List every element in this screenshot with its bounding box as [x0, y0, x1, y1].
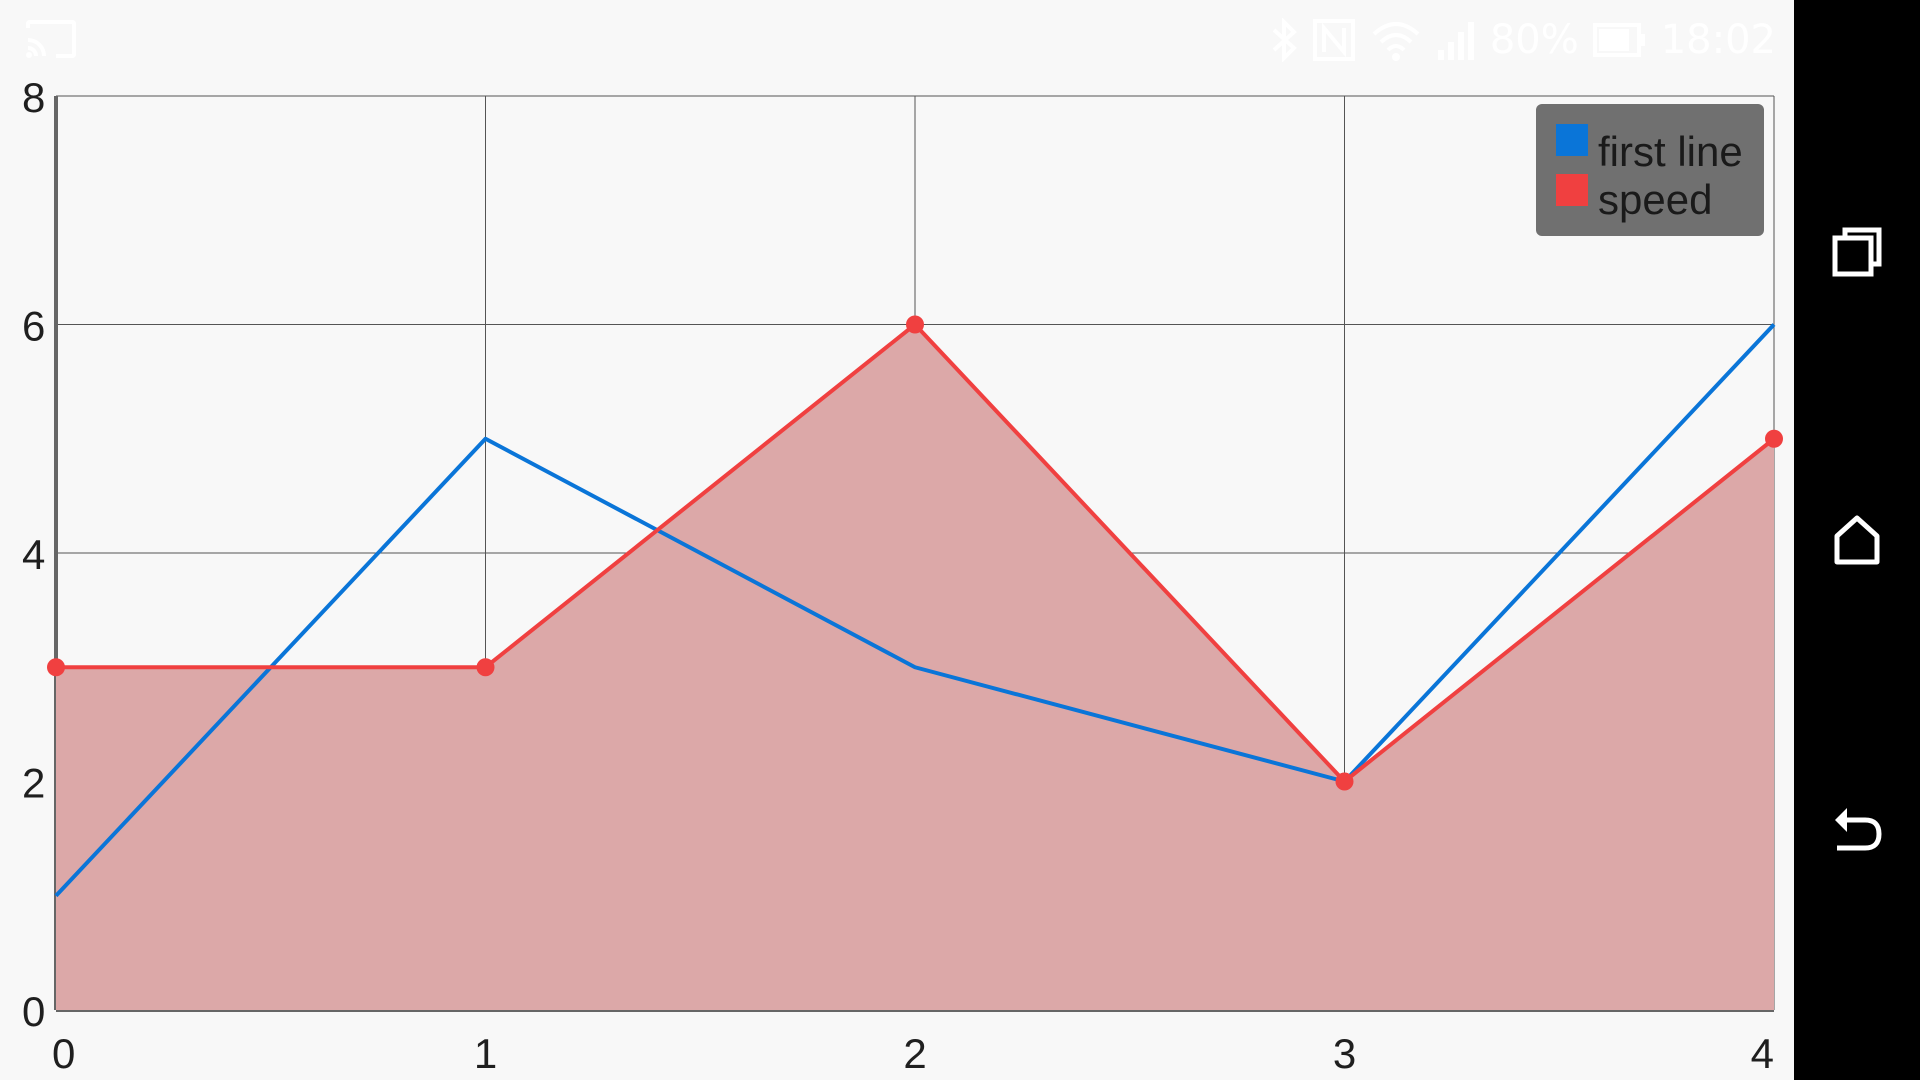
y-tick-label: 0: [22, 988, 45, 1035]
data-point-speed: [1335, 772, 1354, 791]
line-chart: 0 1 2 3 4 0 2 4 6 8 first line speed: [22, 74, 1783, 1077]
data-point-speed: [906, 315, 924, 334]
signal-icon: [1437, 22, 1474, 60]
clock-time: 18:02: [1660, 17, 1776, 63]
x-tick-label: 0: [52, 1030, 75, 1077]
x-tick-label: 2: [903, 1030, 926, 1077]
battery-icon: [1592, 23, 1645, 57]
chart-ticks: 0 1 2 3 4 0 2 4 6 8: [22, 74, 1774, 1077]
recent-apps-icon[interactable]: [1827, 222, 1887, 282]
chart-legend: first line speed: [1536, 104, 1764, 236]
battery-percent: 80%: [1489, 17, 1579, 63]
y-tick-label: 6: [22, 303, 45, 350]
y-tick-label: 2: [22, 760, 45, 807]
data-point-speed: [476, 658, 495, 677]
legend-swatch-first-line: [1556, 124, 1588, 156]
x-tick-label: 3: [1333, 1030, 1356, 1077]
navigation-bar: [1794, 0, 1920, 1080]
status-bar: 80% 18:02: [0, 0, 1794, 80]
back-icon[interactable]: [1827, 800, 1887, 860]
legend-background: [1536, 104, 1764, 236]
bluetooth-icon: [1272, 18, 1297, 62]
x-tick-label: 4: [1751, 1030, 1774, 1077]
series-line-first-line: [54, 323, 1776, 898]
legend-label-speed: speed: [1598, 176, 1712, 223]
x-tick-label: 1: [474, 1030, 497, 1077]
chart-markers: [47, 315, 1783, 791]
cast-icon: [26, 20, 76, 58]
nfc-icon: [1312, 19, 1355, 61]
data-point-speed: [47, 658, 65, 677]
home-icon[interactable]: [1827, 510, 1887, 570]
y-tick-label: 8: [22, 74, 45, 121]
wifi-icon: [1372, 22, 1420, 61]
data-point-speed: [1765, 429, 1783, 448]
legend-swatch-speed: [1556, 174, 1588, 206]
legend-label-first-line: first line: [1598, 128, 1743, 175]
y-tick-label: 4: [22, 531, 45, 578]
